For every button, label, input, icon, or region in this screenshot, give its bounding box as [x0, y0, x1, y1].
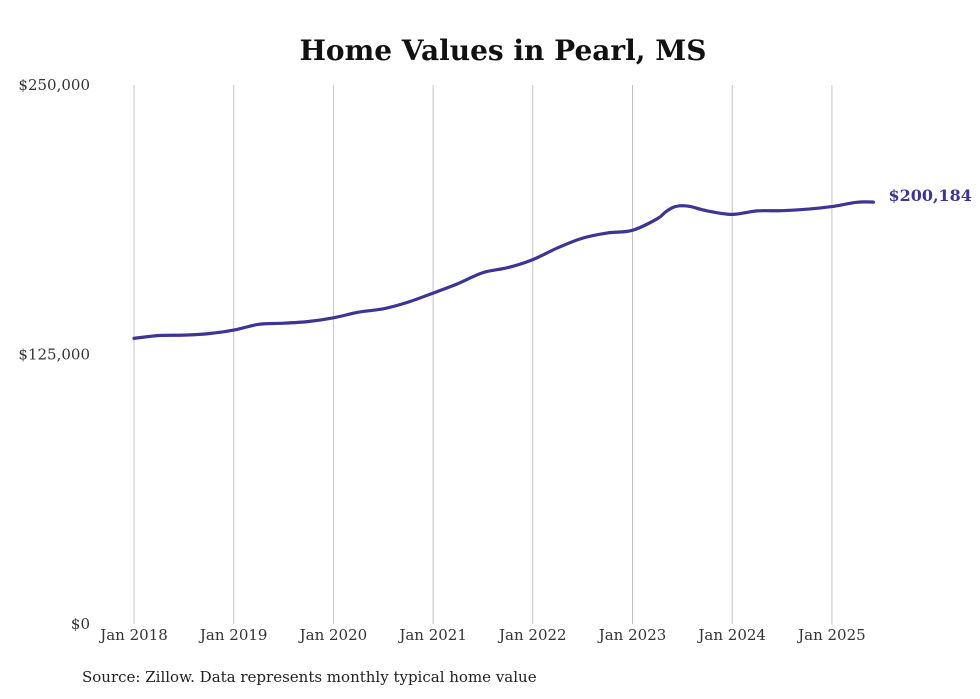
- x-axis-ticks: Jan 2018 Jan 2019 Jan 2020 Jan 2021 Jan 2022…: [98, 626, 865, 644]
- x-tick-label: Jan 2021: [397, 626, 467, 644]
- x-tick-label: Jan 2019: [198, 626, 268, 644]
- chart-title: Home Values in Pearl, MS: [299, 34, 706, 67]
- series-end-label: $200,184: [888, 186, 972, 205]
- gridlines: [133, 85, 833, 624]
- x-tick-label: Jan 2025: [796, 626, 866, 644]
- series-line: [132, 200, 875, 340]
- x-tick-label: Jan 2023: [597, 626, 667, 644]
- y-tick-label: $125,000: [18, 346, 90, 364]
- x-tick-label: Jan 2022: [497, 626, 567, 644]
- series-layer: $200,184: [132, 186, 972, 340]
- y-axis-ticks: $0 $125,000 $250,000: [18, 76, 90, 633]
- x-tick-label: Jan 2024: [696, 626, 766, 644]
- x-tick-label: Jan 2018: [98, 626, 168, 644]
- y-tick-label: $250,000: [18, 76, 90, 94]
- x-tick-label: Jan 2020: [298, 626, 368, 644]
- y-tick-label: $0: [71, 615, 90, 633]
- source-note: Source: Zillow. Data represents monthly …: [82, 668, 537, 686]
